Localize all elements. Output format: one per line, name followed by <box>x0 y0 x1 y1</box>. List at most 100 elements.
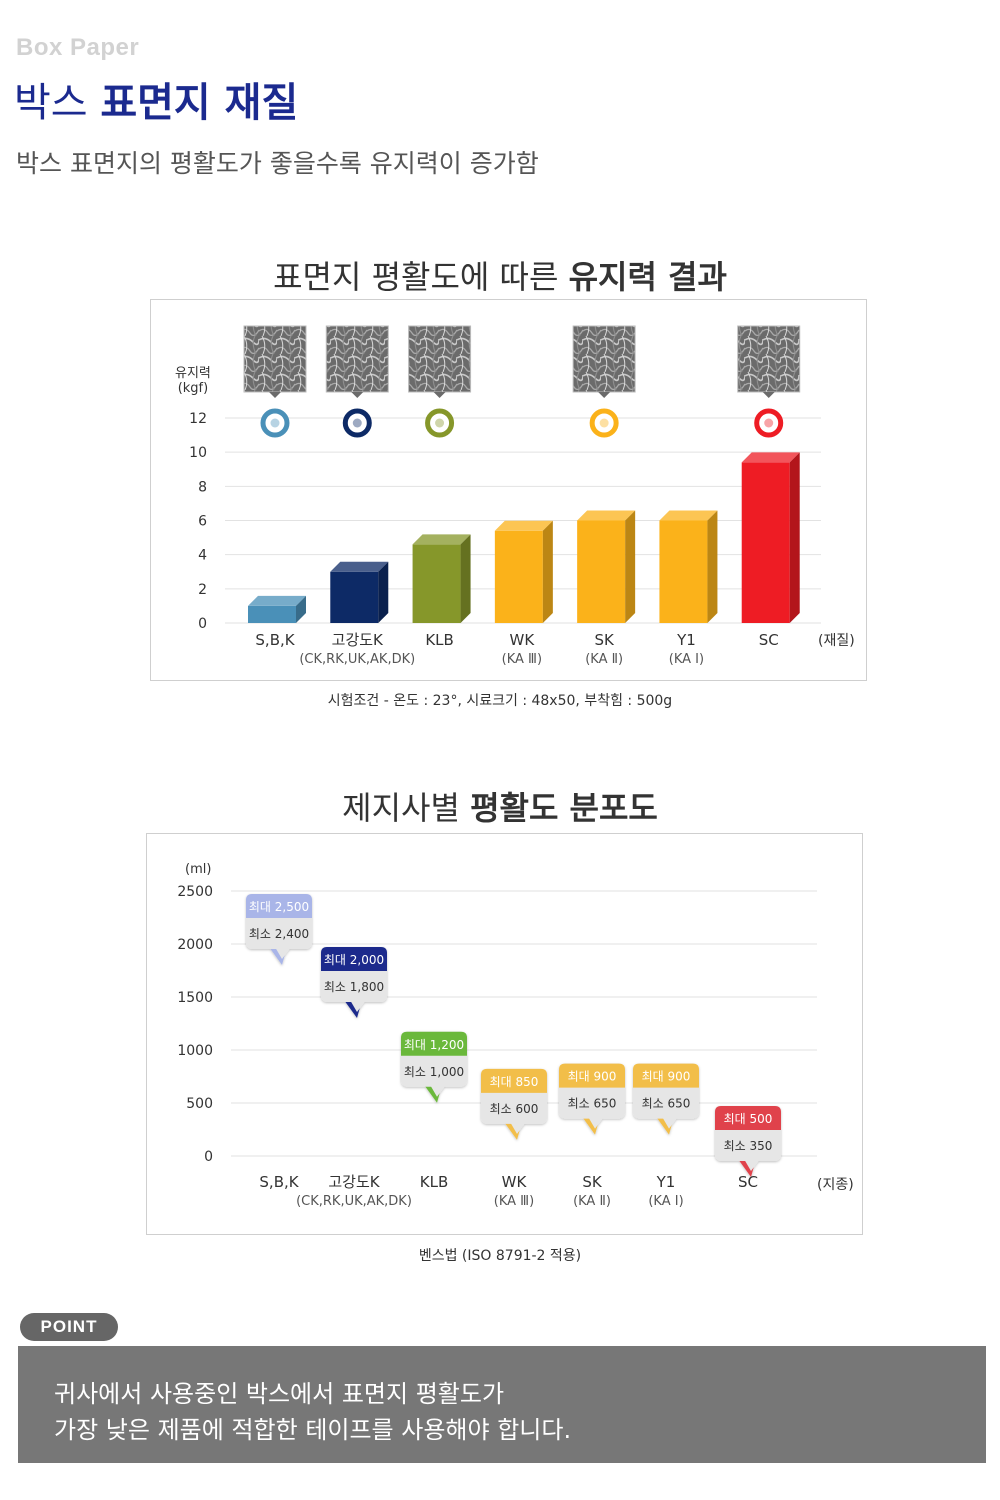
chart2-xtick-sub: (KA Ⅲ) <box>494 1194 534 1209</box>
chart1-marker-dot <box>352 418 362 428</box>
paper-fiber-micrograph-icon <box>572 325 636 393</box>
chart2-min-label: 최소 350 <box>724 1139 773 1153</box>
chart1-xtick: S,B,K <box>255 631 295 649</box>
page-subtitle: 박스 표면지의 평활도가 좋을수록 유지력이 증가함 <box>16 149 539 178</box>
chart1-xtick: SC <box>759 631 779 649</box>
chart1-frame: 0 2 4 6 8 10 12 S,B,K 고강도K (CK,RK,UK,AK,DK) KLB WK… <box>150 299 867 681</box>
chart1-bar <box>248 605 296 623</box>
chart1-bar-top <box>330 561 389 572</box>
chart2-bubble-max-band <box>401 1031 467 1056</box>
chart1-ytick: 4 <box>198 548 207 564</box>
chart2-bubble-max-band <box>633 1063 699 1088</box>
chart2-bubble-max-band <box>321 947 387 971</box>
chart1-marker-dot <box>270 418 280 428</box>
chart1-xtick: SK <box>594 631 615 649</box>
chart1-ytick: 8 <box>198 479 207 495</box>
chart2-ytick: 1500 <box>177 990 213 1006</box>
chart2-xtick: KLB <box>420 1173 448 1191</box>
chart1-xtick: KLB <box>425 631 453 649</box>
chart1-bar <box>577 520 626 623</box>
chart1-bar-top <box>494 520 553 531</box>
chart2-min-label: 최소 1,800 <box>324 980 384 994</box>
chart2-range-bubble <box>246 894 312 965</box>
chart1-bar-side <box>542 520 553 623</box>
paper-fiber-micrograph-icon <box>408 325 472 393</box>
chart2-bubble-pointer-inner <box>662 1116 678 1129</box>
page-title-light: 박스 <box>14 80 88 126</box>
chart1-ytick: 10 <box>189 445 207 461</box>
chart2-xtick-sub: (KA Ⅱ) <box>573 1194 611 1209</box>
chart1-micrograph-pointer <box>762 392 775 398</box>
chart2-ytick: 1000 <box>177 1043 213 1059</box>
chart1-xtick-sub: (KA Ⅲ) <box>502 652 542 667</box>
chart2-bubble-pointer-inner <box>350 1000 366 1012</box>
chart2-bubble-pointer-inner <box>588 1116 604 1129</box>
page-title-bold: 표면지 재질 <box>100 80 299 126</box>
chart2-ytick: 0 <box>204 1149 213 1165</box>
chart1-micrograph-pointer <box>433 392 446 398</box>
chart1-bar-top <box>741 452 800 463</box>
chart2-bubble-max-band <box>559 1063 625 1088</box>
chart1-marker-dot <box>435 418 445 428</box>
chart2-xtick-sub: (KA Ⅰ) <box>648 1194 683 1209</box>
point-badge: POINT <box>20 1313 118 1341</box>
chart1-bar-top <box>412 534 471 545</box>
point-line1: 귀사에서 사용중인 박스에서 표면지 평활도가 <box>54 1380 505 1408</box>
chart2-min-label: 최소 650 <box>642 1097 691 1111</box>
chart1-bar-side <box>625 510 636 623</box>
chart2-xtick: S,B,K <box>259 1173 299 1191</box>
paper-fiber-micrograph-icon <box>737 325 801 393</box>
chart2-max-label: 최대 500 <box>724 1112 773 1126</box>
chart2-max-label: 최대 850 <box>490 1075 539 1089</box>
chart2-note: 벤스법 (ISO 8791-2 적용) <box>418 1248 582 1264</box>
chart1-bar-side <box>707 510 718 623</box>
chart2-min-label: 최소 600 <box>490 1102 539 1116</box>
chart2-range-bubble <box>481 1068 547 1140</box>
eyebrow-label: Box Paper <box>16 34 140 61</box>
chart2-bubble-pointer-inner <box>275 947 291 959</box>
chart2-range-bubble <box>401 1031 467 1103</box>
chart2-xtick: SK <box>582 1173 603 1191</box>
chart2-bubble-pointer-inner <box>430 1084 446 1097</box>
chart2-bubble-pointer-inner <box>510 1121 526 1134</box>
chart1-note: 시험조건 - 온도 : 23°, 시료크기 : 48x50, 부착힘 : 500… <box>327 693 673 709</box>
chart2-bubble-max-band <box>246 894 312 918</box>
chart2-max-label: 최대 1,200 <box>404 1038 464 1052</box>
chart2-range-bubble <box>715 1106 781 1177</box>
chart1-xtick: 고강도K <box>332 631 384 649</box>
chart1-title: 표면지 평활도에 따른 유지력 결과 <box>0 252 1000 298</box>
chart2-xtick-sub: (CK,RK,UK,AK,DK) <box>296 1194 412 1209</box>
chart1-xtick-sub: (KA Ⅱ) <box>585 652 623 667</box>
chart2-frame: 0 500 1000 1500 2000 2500 최대 2,500 최소 2,400 최대 … <box>146 833 863 1235</box>
chart2-bubble-pointer-inner <box>744 1159 760 1171</box>
chart2-title-light: 제지사별 <box>342 789 460 827</box>
chart2-yunit: (ml) <box>185 862 212 877</box>
chart1-bar-side <box>296 595 306 623</box>
chart2-xtick: 고강도K <box>328 1173 380 1191</box>
chart2-xtick: Y1 <box>656 1173 676 1191</box>
chart1-ytick: 2 <box>198 582 207 598</box>
chart2-min-label: 최소 650 <box>568 1097 617 1111</box>
chart2-min-label: 최소 1,000 <box>404 1065 464 1079</box>
chart2-max-label: 최대 900 <box>568 1070 617 1084</box>
chart2-bubble-max-band <box>715 1106 781 1130</box>
chart2-title: 제지사별 평활도 분포도 <box>0 783 1000 829</box>
chart2-max-label: 최대 2,000 <box>324 953 384 967</box>
chart1-bar-top <box>577 510 636 521</box>
chart1-bar-top <box>248 595 306 606</box>
chart2-ytick: 500 <box>186 1096 213 1112</box>
chart2-bubble-max-band <box>481 1068 547 1093</box>
chart1-title-bold: 유지력 결과 <box>568 258 727 296</box>
chart2-range-bubble <box>321 947 387 1018</box>
chart1-bar-side <box>378 561 389 623</box>
chart2-range-bubble <box>633 1063 699 1135</box>
chart2-range-bubble <box>559 1063 625 1135</box>
chart1-micrograph-pointer <box>351 392 364 398</box>
chart2-max-label: 최대 2,500 <box>249 900 309 914</box>
chart1-svg: 0 2 4 6 8 10 12 S,B,K 고강도K (CK,RK,UK,AK,DK) KLB WK… <box>189 325 821 667</box>
point-line2: 가장 낮은 제품에 적합한 테이프를 사용해야 합니다. <box>54 1416 572 1444</box>
chart1-yunit-line1: 유지력 <box>175 366 211 381</box>
chart1-bar-top <box>659 510 718 521</box>
chart2-xtick: SC <box>738 1173 758 1191</box>
chart1-ytick: 6 <box>198 514 207 530</box>
